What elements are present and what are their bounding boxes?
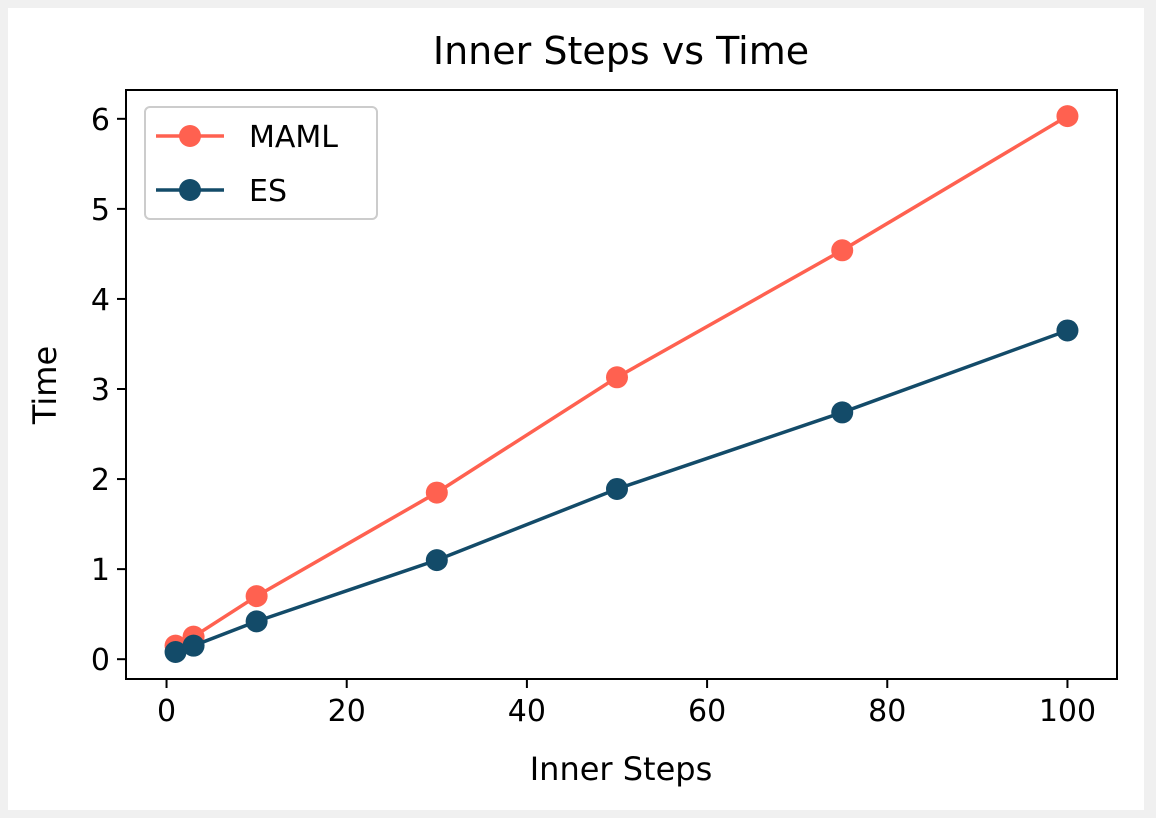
x-axis-ticks: 0 20 40 60 80 100 <box>157 679 1096 729</box>
x-tick-label: 100 <box>1039 694 1096 729</box>
legend-marker-es <box>179 179 201 201</box>
y-tick-label: 5 <box>91 193 110 228</box>
data-point-maml <box>245 585 268 608</box>
line-chart: Inner Steps vs Time 0 20 40 60 80 100 0 1 2 3 4 5 6… <box>26 29 1118 788</box>
x-tick-label: 60 <box>688 694 726 729</box>
y-tick-label: 0 <box>91 643 110 678</box>
data-point-es <box>182 634 205 657</box>
y-tick-label: 2 <box>91 463 110 498</box>
data-point-maml <box>425 481 448 504</box>
chart-title: Inner Steps vs Time <box>433 29 809 73</box>
data-point-maml <box>605 366 628 389</box>
y-tick-label: 6 <box>91 103 110 138</box>
data-point-es <box>831 401 854 424</box>
data-point-es <box>605 477 628 500</box>
x-tick-label: 20 <box>328 694 366 729</box>
data-point-es <box>245 610 268 633</box>
y-axis-label: Time <box>26 346 64 425</box>
data-point-es <box>164 640 187 663</box>
chart-figure: Inner Steps vs Time 0 20 40 60 80 100 0 1 2 3 4 5 6… <box>8 8 1144 810</box>
x-tick-label: 0 <box>157 694 176 729</box>
data-point-es <box>425 549 448 572</box>
plot-area-frame <box>125 89 1118 680</box>
x-tick-label: 80 <box>868 694 906 729</box>
legend-marker-maml <box>179 125 201 147</box>
data-point-maml <box>1056 105 1079 128</box>
y-tick-label: 1 <box>91 553 110 588</box>
legend-label-maml: MAML <box>249 120 338 155</box>
axes: 0 20 40 60 80 100 0 1 2 3 4 5 6 <box>91 89 1118 729</box>
data-point-es <box>1056 319 1079 342</box>
y-axis-ticks: 0 1 2 3 4 5 6 <box>91 103 126 678</box>
y-tick-label: 4 <box>91 283 110 318</box>
data-point-maml <box>831 239 854 262</box>
legend: MAML ES <box>144 106 378 220</box>
y-tick-label: 3 <box>91 373 110 408</box>
x-tick-label: 40 <box>508 694 546 729</box>
series-layer <box>164 105 1079 663</box>
legend-label-es: ES <box>249 174 287 209</box>
x-axis-label: Inner Steps <box>530 750 713 788</box>
